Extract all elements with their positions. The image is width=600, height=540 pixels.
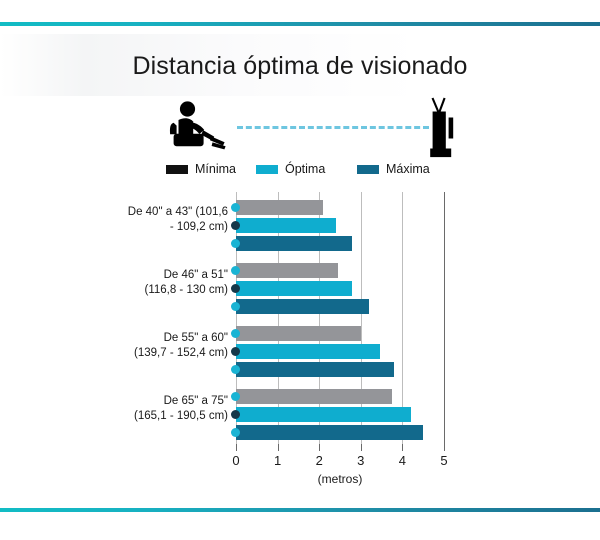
x-tick-label-4: 4 — [398, 453, 406, 468]
category-label-0-line-1: - 109,2 cm) — [169, 221, 228, 233]
category-label-3-line-0: De 65" a 75" — [163, 395, 228, 407]
bottom-accent-rule — [0, 508, 600, 512]
gridline-3 — [360, 192, 362, 444]
bar-mínima-3 — [236, 389, 392, 404]
legend-item-optima: Óptima — [256, 162, 325, 176]
bar-máxima-3 — [236, 425, 424, 440]
x-tick-label-5: 5 — [440, 453, 448, 468]
category-label-2-line-0: De 55" a 60" — [163, 332, 228, 344]
x-tick-mark-2 — [319, 444, 321, 451]
category-label-0-line-0: De 40" a 43" (101,6 — [127, 206, 228, 218]
x-tick-mark-4 — [402, 444, 404, 451]
bar-máxima-0 — [236, 236, 353, 251]
category-label-3: De 65" a 75" (165,1 - 190,5 cm) — [78, 394, 228, 424]
bar-start-dot-0-1 — [231, 266, 240, 275]
bar-start-dot-1-2 — [231, 347, 240, 356]
legend-swatch-maxima — [357, 164, 379, 174]
bar-máxima-2 — [236, 362, 395, 377]
plot-area — [231, 192, 445, 444]
bar-start-dot-2-0 — [231, 239, 240, 248]
bar-mínima-0 — [236, 200, 324, 215]
reclining-person-in-chair-icon — [168, 100, 230, 157]
bar-start-dot-1-3 — [231, 410, 240, 419]
category-label-1-line-1: (116,8 - 130 cm) — [144, 284, 228, 296]
bar-óptima-1 — [236, 281, 353, 296]
bar-start-dot-2-3 — [231, 428, 240, 437]
legend-label-optima: Óptima — [285, 162, 326, 176]
category-label-2-line-1: (139,7 - 152,4 cm) — [134, 347, 228, 359]
bar-start-dot-1-1 — [231, 284, 240, 293]
bar-óptima-0 — [236, 218, 336, 233]
bar-start-dot-2-1 — [231, 302, 240, 311]
gridline-2 — [319, 192, 321, 444]
bar-mínima-1 — [236, 263, 338, 278]
bar-máxima-1 — [236, 299, 370, 314]
x-tick-mark-3 — [360, 444, 362, 451]
pictogram-row — [0, 96, 600, 168]
category-label-1-line-0: De 46" a 51" — [163, 269, 228, 281]
x-tick-label-1: 1 — [273, 453, 282, 468]
page-title: Distancia óptima de visionado — [132, 52, 468, 80]
bar-group-3 — [231, 389, 444, 440]
bar-mínima-2 — [236, 326, 361, 341]
category-label-1: De 46" a 51" (116,8 - 130 cm) — [78, 268, 228, 298]
bar-óptima-3 — [236, 407, 411, 422]
x-tick-label-2: 2 — [315, 453, 323, 468]
gridline-0 — [236, 192, 237, 444]
gridline-4 — [402, 192, 404, 444]
bar-start-dot-0-0 — [231, 203, 240, 212]
title-background-band — [0, 34, 600, 96]
x-tick-mark-5 — [444, 444, 445, 451]
x-tick-label-0: 0 — [232, 453, 240, 468]
dashed-distance-line — [237, 126, 429, 129]
bar-óptima-2 — [236, 344, 380, 359]
x-tick-mark-1 — [277, 444, 279, 451]
legend-label-maxima: Máxima — [386, 162, 430, 176]
category-label-0: De 40" a 43" (101,6 - 109,2 cm) — [78, 205, 228, 235]
legend-item-minima: Mínima — [166, 162, 236, 176]
bar-start-dot-0-2 — [231, 329, 240, 338]
legend-swatch-optima — [256, 164, 278, 174]
x-tick-label-3: 3 — [357, 453, 365, 468]
legend-swatch-minima — [166, 164, 188, 174]
legend-label-minima: Mínima — [195, 162, 236, 176]
bar-group-2 — [231, 326, 444, 377]
television-icon — [424, 96, 460, 165]
category-label-3-line-1: (165,1 - 190,5 cm) — [134, 410, 228, 422]
chart-legend: Mínima Óptima Máxima — [0, 162, 600, 182]
top-accent-rule — [0, 22, 600, 26]
bar-start-dot-2-2 — [231, 365, 240, 374]
legend-item-maxima: Máxima — [357, 162, 430, 176]
bar-group-0 — [231, 200, 444, 251]
category-label-2: De 55" a 60" (139,7 - 152,4 cm) — [78, 331, 228, 361]
bar-start-dot-1-0 — [231, 221, 240, 230]
x-tick-mark-0 — [236, 444, 237, 451]
bar-start-dot-0-3 — [231, 392, 240, 401]
bar-group-1 — [231, 263, 444, 314]
x-axis-title: (metros) — [317, 472, 363, 486]
gridline-1 — [277, 192, 279, 444]
gridline-5 — [444, 192, 445, 444]
